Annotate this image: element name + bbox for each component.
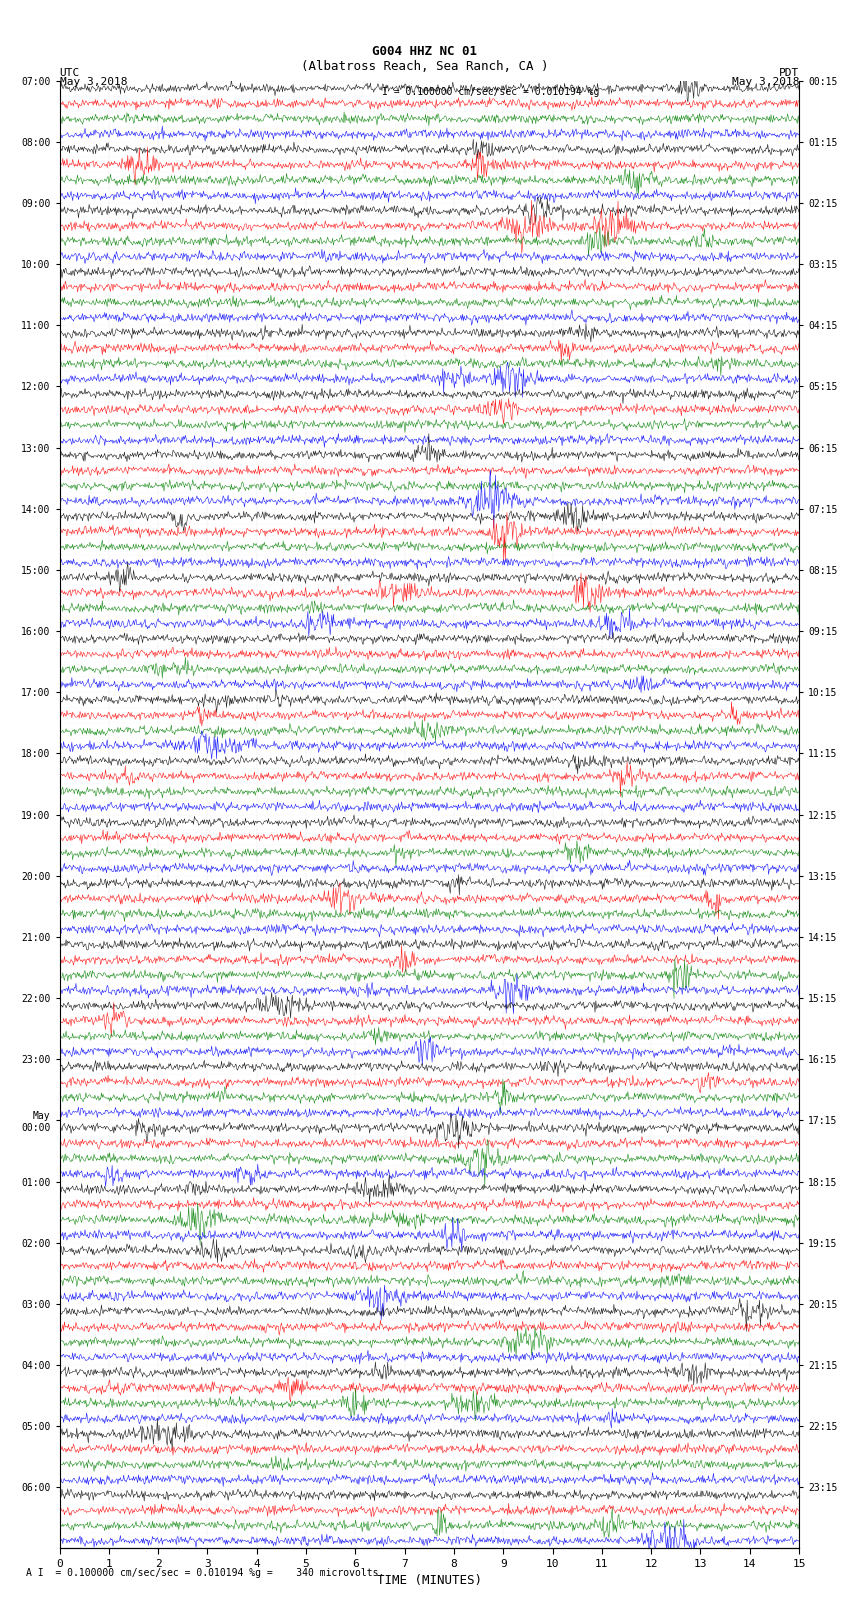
- X-axis label: TIME (MINUTES): TIME (MINUTES): [377, 1574, 482, 1587]
- Text: May 3,2018: May 3,2018: [60, 77, 127, 87]
- Text: A I  = 0.100000 cm/sec/sec = 0.010194 %g =    340 microvolts.: A I = 0.100000 cm/sec/sec = 0.010194 %g …: [26, 1568, 384, 1578]
- Text: I = 0.100000 cm/sec/sec = 0.010194 %g: I = 0.100000 cm/sec/sec = 0.010194 %g: [382, 87, 600, 97]
- Text: May 3,2018: May 3,2018: [732, 77, 799, 87]
- Text: (Albatross Reach, Sea Ranch, CA ): (Albatross Reach, Sea Ranch, CA ): [301, 60, 549, 73]
- Text: UTC: UTC: [60, 68, 80, 77]
- Text: PDT: PDT: [779, 68, 799, 77]
- Text: G004 HHZ NC 01: G004 HHZ NC 01: [372, 45, 478, 58]
